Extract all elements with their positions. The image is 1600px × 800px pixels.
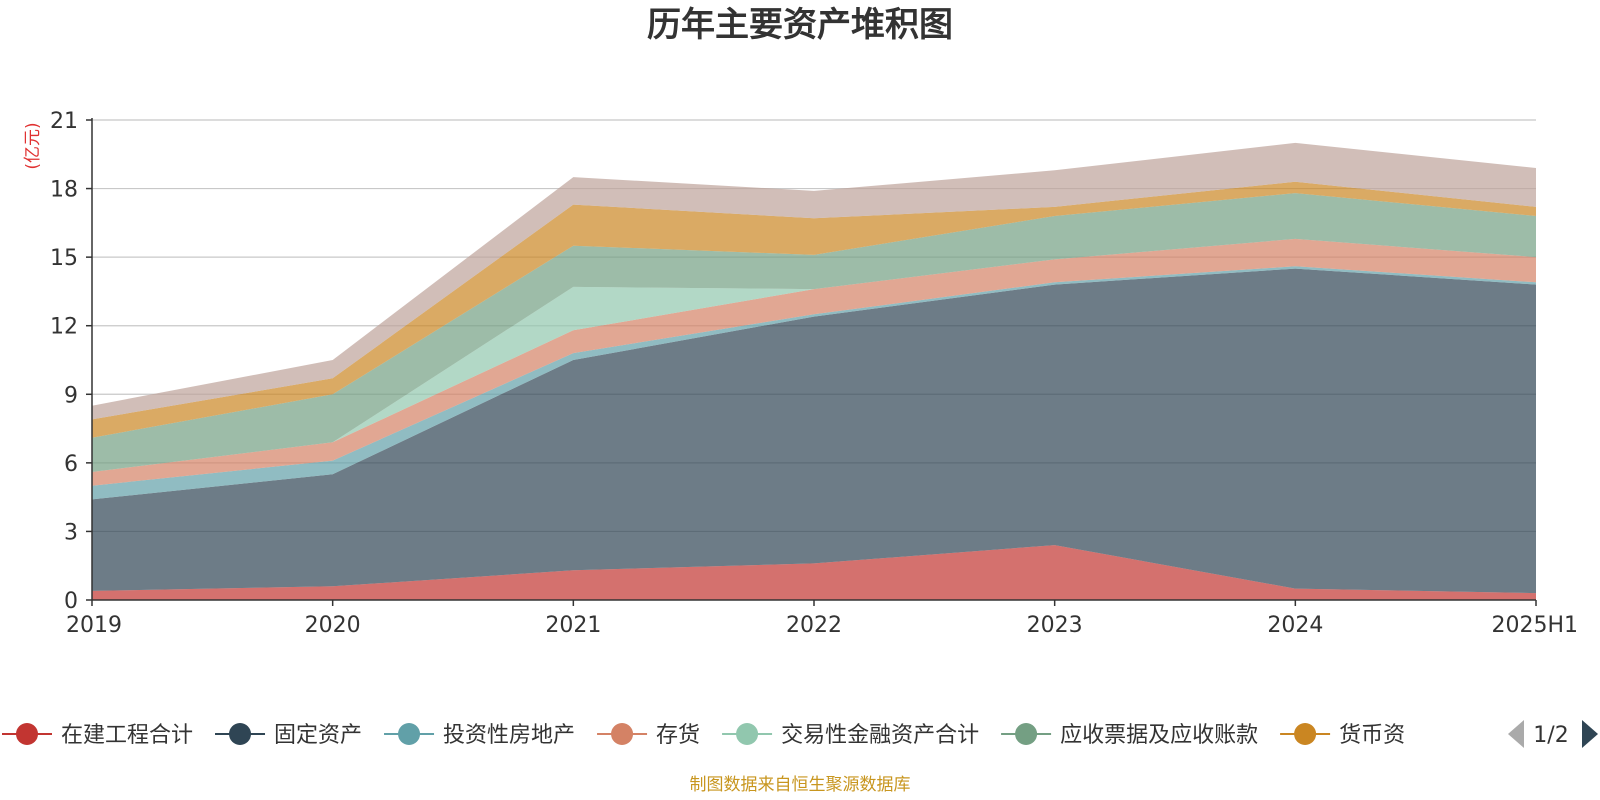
legend-item[interactable]: 在建工程合计 (2, 723, 193, 748)
y-tick-label: 21 (50, 109, 78, 134)
legend-pager[interactable]: 1/2 (1508, 720, 1598, 748)
pager-prev-icon[interactable] (1508, 720, 1524, 748)
legend-label: 交易性金融资产合计 (781, 723, 979, 748)
y-tick-label: 12 (50, 315, 78, 340)
x-tick-label: 2023 (1027, 613, 1083, 638)
area-series (92, 142, 1536, 600)
x-tick-label: 2020 (305, 613, 361, 638)
legend-label: 固定资产 (274, 723, 362, 748)
area-在建工程合计 (92, 545, 1536, 600)
x-tick-label: 2022 (786, 613, 842, 638)
legend-marker (1015, 723, 1038, 745)
x-tick-label: 2024 (1267, 613, 1323, 638)
area-存货 (92, 238, 1536, 486)
legend-item[interactable]: 存货 (597, 723, 700, 748)
x-tick-label: 2025H1 (1491, 613, 1578, 638)
y-axis-unit: (亿元) (23, 122, 43, 169)
legend-marker (736, 723, 759, 745)
legend-label: 在建工程合计 (61, 723, 193, 748)
y-tick-label: 15 (50, 246, 78, 271)
area-货币资 (92, 181, 1536, 438)
legend-marker (398, 723, 421, 745)
y-tick-label: 9 (64, 383, 78, 408)
legend-marker (16, 723, 38, 745)
legend-marker (611, 723, 634, 745)
y-tick-label: 3 (64, 520, 78, 545)
pager-next-icon[interactable] (1582, 720, 1598, 748)
y-tick-label: 18 (50, 178, 78, 203)
pager-label: 1/2 (1533, 723, 1568, 748)
legend-item[interactable]: 货币资 (1280, 723, 1405, 748)
legend-label: 投资性房地产 (443, 723, 575, 748)
area-投资性房地产 (92, 266, 1536, 500)
area-固定资产 (92, 268, 1536, 594)
area-应收票据及应收账款 (92, 193, 1536, 472)
data-source-note: 制图数据来自恒生聚源数据库 (690, 775, 911, 795)
legend-label: 存货 (656, 723, 700, 748)
x-tick-label: 2019 (66, 613, 122, 638)
legend-item[interactable]: 投资性房地产 (384, 723, 575, 748)
legend-item[interactable]: 应收票据及应收账款 (1001, 723, 1258, 748)
x-tick-label: 2021 (545, 613, 601, 638)
legend-marker (229, 723, 252, 745)
legend[interactable]: 在建工程合计 固定资产 投资性房地产 存货 交易性金融资产合计 应收票据及应收账款 货币资 1… (2, 720, 1598, 748)
legend-label: 货币资 (1339, 723, 1405, 748)
y-tick-label: 0 (64, 589, 78, 614)
legend-marker (1294, 723, 1317, 745)
axes: 0 3 6 9 12 15 18 21 2019 2020 2021 2022 2023 2024 2025… (50, 109, 1578, 638)
y-tick-label: 6 (64, 452, 78, 477)
chart-title: 历年主要资产堆积图 (647, 5, 953, 45)
legend-item[interactable]: 固定资产 (215, 723, 362, 748)
legend-label: 应收票据及应收账款 (1060, 723, 1258, 748)
area-series-7 (92, 142, 1536, 420)
legend-item[interactable]: 交易性金融资产合计 (722, 723, 979, 748)
